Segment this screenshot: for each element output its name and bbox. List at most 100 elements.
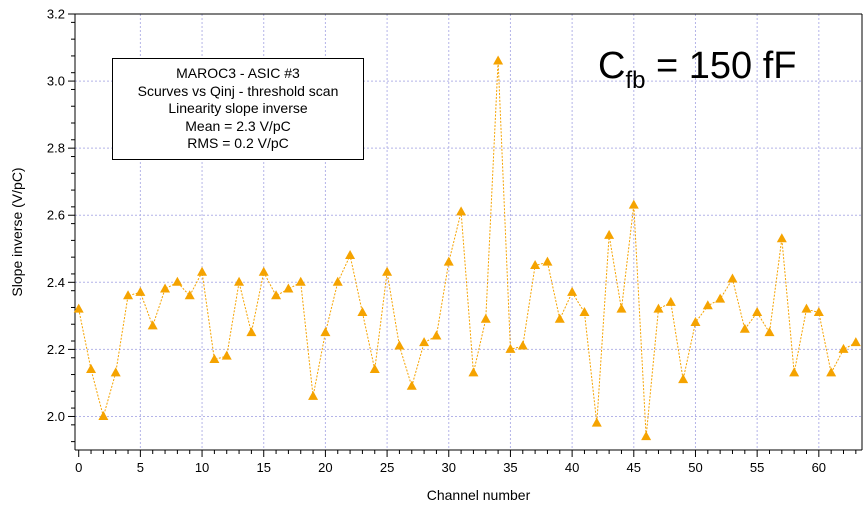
data-point (579, 306, 590, 316)
x-tick-label: 35 (503, 460, 517, 475)
data-point (86, 364, 97, 374)
legend-line-rms: RMS = 0.2 V/pC (187, 135, 289, 151)
legend-box: MAROC3 - ASIC #3 Scurves vs Qinj - thres… (112, 58, 364, 160)
data-point (184, 290, 195, 300)
data-point (752, 306, 763, 316)
x-tick-label: 10 (195, 460, 209, 475)
data-point (369, 364, 380, 374)
data-point (382, 266, 393, 276)
series-line (78, 60, 857, 437)
x-tick-label: 40 (565, 460, 579, 475)
data-point (147, 320, 158, 330)
data-point (135, 286, 146, 296)
data-point (542, 256, 553, 266)
x-tick-label: 5 (137, 460, 144, 475)
chart-labels: 0 5 10 15 20 25 30 35 40 45 50 55 60 2.0 2.2 2.4 2.6 2.8 3… (9, 7, 826, 504)
data-point (702, 300, 713, 310)
x-tick-label: 50 (688, 460, 702, 475)
data-point (406, 380, 417, 390)
x-tick-label: 20 (318, 460, 332, 475)
data-point (332, 276, 343, 286)
data-point (727, 273, 738, 283)
data-point (493, 55, 504, 65)
legend-line-mean: Mean = 2.3 V/pC (185, 117, 291, 134)
data-point (776, 233, 787, 243)
data-point (826, 367, 837, 377)
x-tick-label: 25 (380, 460, 394, 475)
data-point (394, 340, 405, 350)
data-point (665, 296, 676, 306)
x-tick-label: 30 (442, 460, 456, 475)
data-point (283, 283, 294, 293)
data-point (456, 206, 467, 216)
data-point (197, 266, 208, 276)
y-tick-label: 3.2 (47, 7, 65, 22)
chart-axes (68, 13, 863, 457)
data-point (295, 276, 306, 286)
data-point (468, 367, 479, 377)
data-point (715, 293, 726, 303)
data-point (567, 286, 578, 296)
data-point (838, 343, 849, 353)
data-point (443, 256, 454, 266)
data-point (628, 199, 639, 209)
legend-line-asic: MAROC3 - ASIC #3 (176, 65, 300, 81)
data-point (123, 290, 134, 300)
x-tick-label: 0 (75, 460, 82, 475)
data-point (160, 283, 171, 293)
data-point (604, 229, 615, 239)
data-point (801, 303, 812, 313)
y-tick-label: 2.4 (47, 275, 65, 290)
feedback-capacitance-annotation: Cfb = 150 fF (598, 45, 797, 94)
y-tick-label: 2.0 (47, 409, 65, 424)
x-tick-label: 45 (627, 460, 641, 475)
data-point (530, 260, 541, 270)
y-tick-label: 2.8 (47, 141, 65, 156)
data-point (308, 390, 319, 400)
data-point (591, 417, 602, 427)
data-point (98, 410, 109, 420)
legend-line-quantity: Linearity slope inverse (168, 100, 308, 116)
data-point (616, 303, 627, 313)
data-point (320, 327, 331, 337)
annotation-value: = 150 fF (645, 45, 797, 87)
data-point (246, 327, 257, 337)
data-point (172, 276, 183, 286)
data-point (764, 327, 775, 337)
data-point (258, 266, 269, 276)
data-point (345, 249, 356, 259)
y-tick-label: 3.0 (47, 74, 65, 89)
data-point (505, 343, 516, 353)
data-point (554, 313, 565, 323)
data-point (813, 306, 824, 316)
data-point (110, 367, 121, 377)
annotation-subscript: fb (625, 67, 646, 94)
data-point (271, 290, 282, 300)
x-tick-label: 55 (750, 460, 764, 475)
data-point (221, 350, 232, 360)
legend-line-method: Scurves vs Qinj - threshold scan (137, 82, 339, 99)
y-tick-label: 2.2 (47, 342, 65, 357)
data-point (73, 303, 84, 313)
data-point (653, 303, 664, 313)
x-tick-label: 60 (812, 460, 826, 475)
annotation-symbol: C (598, 45, 626, 87)
data-point (517, 340, 528, 350)
data-point (789, 367, 800, 377)
data-point (690, 317, 701, 327)
data-point (641, 431, 652, 441)
y-tick-label: 2.6 (47, 208, 65, 223)
data-point (357, 306, 368, 316)
data-point (234, 276, 245, 286)
x-tick-label: 15 (256, 460, 270, 475)
data-point (209, 353, 220, 363)
y-axis-title: Slope inverse (V/pC) (9, 167, 25, 296)
data-point (431, 330, 442, 340)
data-point (678, 374, 689, 384)
x-axis-title: Channel number (427, 487, 531, 503)
data-point (739, 323, 750, 333)
data-point (850, 337, 861, 347)
data-point (480, 313, 491, 323)
chart-series (73, 55, 861, 441)
